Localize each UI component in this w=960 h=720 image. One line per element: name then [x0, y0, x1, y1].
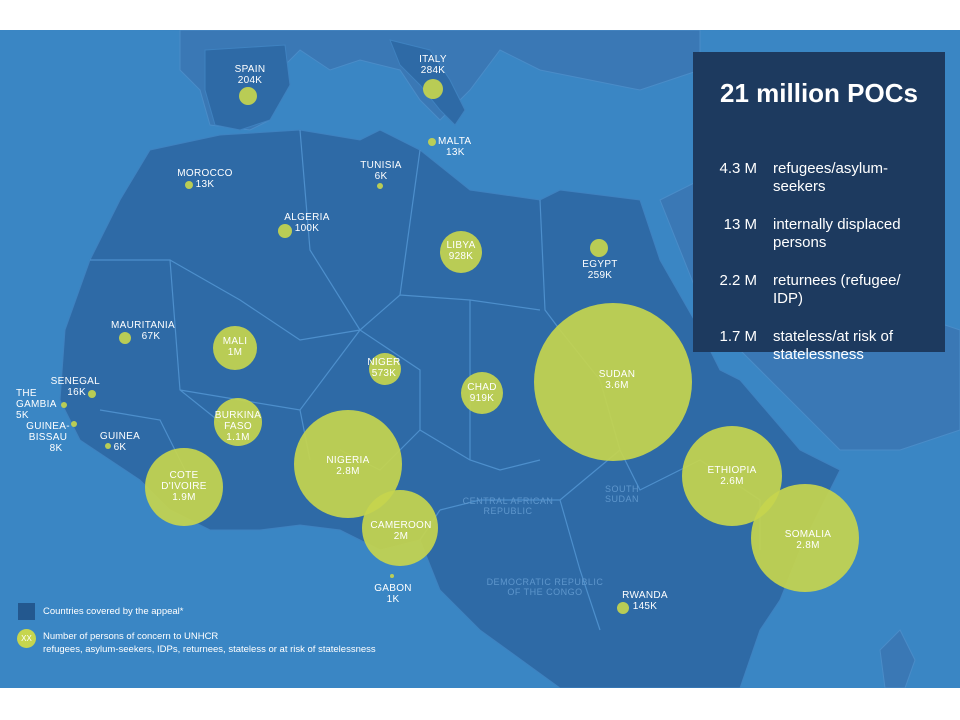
country-label-gabon: GABON 1K	[374, 583, 412, 605]
bubble-guinea[interactable]	[105, 443, 111, 449]
legend-bubble-label: Number of persons of concern to UNHCR	[43, 631, 219, 642]
bubble-ethiopia[interactable]	[682, 426, 782, 526]
bubble-mauritania[interactable]	[119, 332, 131, 344]
stat-label: internally displaced persons	[773, 216, 901, 251]
bubble-layer	[61, 79, 859, 614]
country-label-ethiopia: ETHIOPIA 2.6M	[707, 465, 757, 487]
bubble-guinea-bissau[interactable]	[71, 421, 77, 427]
country-label-nigeria: NIGERIA 2.8M	[326, 455, 370, 477]
bubble-egypt[interactable]	[590, 239, 608, 257]
bubble-tunisia[interactable]	[377, 183, 383, 189]
summary-title: 21 million POCs	[720, 78, 918, 108]
bubble-algeria[interactable]	[278, 224, 292, 238]
country-label-italy: ITALY 284K	[419, 54, 447, 76]
country-label-sudan: SUDAN 3.6M	[598, 369, 636, 391]
country-label-malta: MALTA 13K	[438, 136, 472, 158]
country-label-niger: NIGER 573K	[367, 357, 401, 379]
bubble-senegal[interactable]	[88, 390, 96, 398]
bubble-mali[interactable]	[213, 326, 257, 370]
bubble-chad[interactable]	[461, 372, 503, 414]
summary-box: 21 million POCs 4.3 M refugees/asylum-se…	[693, 52, 945, 363]
stat-value: 13 M	[723, 216, 757, 233]
bubble-burkina-faso[interactable]	[214, 398, 262, 446]
bubble-cote-divoire[interactable]	[145, 448, 223, 526]
legend-country-swatch	[18, 603, 35, 620]
country-label-gambia: THE GAMBIA 5K	[16, 388, 57, 421]
bubble-gambia[interactable]	[61, 402, 67, 408]
bubble-gabon[interactable]	[390, 574, 394, 578]
country-label-guinea-bissau: GUINEA-BISSAU 8K	[26, 421, 70, 454]
madagascar-landmass	[879, 629, 916, 688]
country-label-somalia: SOMALIA 2.8M	[784, 529, 832, 551]
country-label-egypt: EGYPT 259K	[582, 259, 618, 281]
map-frame: CENTRAL AFRICAN REPUBLIC DEMOCRATIC REPU…	[0, 30, 960, 688]
label-central-african-republic: CENTRAL AFRICAN REPUBLIC	[462, 496, 554, 516]
stat-value: 4.3 M	[719, 160, 757, 177]
bubble-spain[interactable]	[239, 87, 257, 105]
bubble-italy[interactable]	[423, 79, 443, 99]
stat-label: stateless/at risk of statelessness	[773, 328, 894, 363]
country-label-guinea: GUINEA 6K	[99, 431, 141, 453]
legend-bubble-icon: XX	[17, 629, 36, 648]
stat-value: 1.7 M	[719, 328, 757, 345]
stat-label: returnees (refugee/ IDP)	[773, 272, 901, 307]
country-label-chad: CHAD 919K	[467, 382, 497, 404]
bubble-libya[interactable]	[440, 231, 482, 273]
country-label-burkina-faso: BURKINA FASO 1.1M	[214, 410, 262, 443]
country-label-mauritania: MAURITANIA 67K	[111, 320, 175, 342]
bubble-somalia[interactable]	[751, 484, 859, 592]
country-label-cameroon: CAMEROON 2M	[370, 520, 432, 542]
country-label-morocco: MOROCCO 13K	[177, 168, 233, 190]
bubble-malta[interactable]	[428, 138, 436, 146]
stat-label: refugees/asylum-seekers	[773, 160, 889, 195]
label-south-sudan: SOUTH SUDAN	[604, 484, 639, 504]
bubble-morocco[interactable]	[185, 181, 193, 189]
country-label-mali: MALI 1M	[222, 336, 248, 358]
map-canvas	[59, 30, 960, 688]
africa-landmass	[59, 129, 841, 688]
stat-value: 2.2 M	[719, 272, 757, 289]
country-label-tunisia: TUNISIA 6K	[360, 160, 402, 182]
country-label-algeria: ALGERIA 100K	[284, 212, 330, 234]
bubble-niger[interactable]	[369, 353, 401, 385]
label-drc: DEMOCRATIC REPUBLIC OF THE CONGO	[486, 577, 604, 597]
bubble-nigeria[interactable]	[294, 410, 402, 518]
bubble-sudan[interactable]	[534, 303, 692, 461]
country-label-spain: SPAIN 204K	[234, 64, 266, 86]
bubble-rwanda[interactable]	[617, 602, 629, 614]
legend-country-label: Countries covered by the appeal*	[43, 606, 184, 617]
country-label-rwanda: RWANDA 145K	[622, 590, 668, 612]
country-label-senegal: SENEGAL 16K	[50, 376, 100, 398]
country-label-cote-divoire: COTE D'IVOIRE 1.9M	[161, 470, 207, 503]
country-label-libya: LIBYA 928K	[446, 240, 476, 262]
legend-bubble-sublabel: refugees, asylum-seekers, IDPs, returnee…	[43, 644, 376, 655]
bubble-cameroon[interactable]	[362, 490, 438, 566]
